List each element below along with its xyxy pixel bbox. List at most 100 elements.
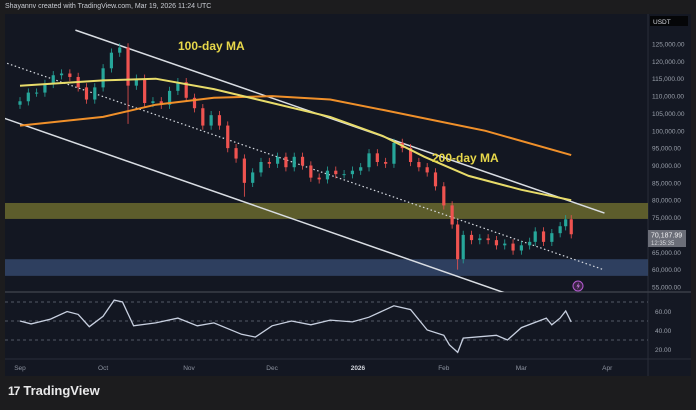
candle: [18, 101, 22, 105]
last-price: 70,187.99: [651, 233, 682, 240]
candle: [51, 75, 55, 84]
candle: [550, 233, 554, 242]
time-tick: Nov: [183, 365, 195, 372]
candle: [433, 172, 438, 187]
plot-background: [5, 14, 648, 376]
candle: [209, 115, 213, 126]
candle: [226, 125, 230, 149]
candle: [84, 87, 89, 100]
price-axis[interactable]: [648, 14, 691, 376]
rsi-tick: 60.00: [655, 309, 672, 316]
candle: [425, 167, 429, 173]
alert-lightning-icon[interactable]: [572, 280, 584, 292]
time-tick: Mar: [516, 365, 528, 372]
rsi-tick: 40.00: [655, 328, 672, 335]
candle: [59, 73, 64, 76]
candle: [300, 156, 305, 166]
candle: [503, 243, 507, 246]
candle: [317, 177, 321, 180]
candle: [267, 162, 271, 164]
price-tick: 75,000.00: [652, 215, 681, 222]
price-tick: 65,000.00: [652, 250, 681, 257]
brand-name: TradingView: [23, 383, 100, 398]
candle: [167, 90, 172, 105]
support-zone: [5, 259, 648, 276]
time-tick: Sep: [14, 365, 26, 372]
candle: [101, 68, 105, 88]
resistance-zone: [5, 202, 648, 219]
candle: [109, 52, 114, 69]
channel-upper-line: [75, 29, 605, 214]
price-tick: 105,000.00: [652, 111, 685, 118]
candle: [375, 153, 379, 163]
channel-lower-line: [5, 117, 505, 292]
price-tick: 100,000.00: [652, 128, 685, 135]
candle: [367, 153, 371, 168]
currency-badge: [650, 16, 688, 26]
candle: [334, 170, 338, 175]
price-tick: 110,000.00: [652, 94, 684, 101]
candle: [494, 240, 499, 246]
candle: [309, 165, 313, 178]
currency-label: USDT: [653, 19, 671, 26]
countdown: 12:35:35: [651, 241, 675, 247]
candle: [528, 241, 532, 246]
candle: [450, 205, 454, 225]
candle: [456, 224, 460, 260]
candle: [384, 162, 388, 164]
candle: [292, 156, 296, 168]
time-tick: Dec: [266, 365, 278, 372]
candle: [569, 219, 573, 235]
rsi-tick: 20.00: [655, 347, 672, 354]
candle: [541, 231, 546, 242]
candle: [93, 87, 97, 100]
candle: [134, 78, 138, 86]
candle: [342, 174, 346, 176]
candle: [558, 226, 562, 234]
time-tick: 2026: [351, 365, 366, 372]
candle: [442, 186, 446, 206]
candle: [251, 172, 255, 183]
candle: [143, 78, 147, 104]
tradingview-logo[interactable]: 17 TradingView: [8, 383, 100, 398]
price-tick: 80,000.00: [652, 198, 681, 205]
price-tick: 55,000.00: [652, 284, 681, 291]
candle: [511, 243, 515, 251]
candle: [359, 167, 363, 171]
candle: [43, 83, 47, 93]
price-tick: 125,000.00: [652, 42, 685, 49]
candle: [392, 142, 396, 164]
candle: [486, 238, 490, 241]
candle: [68, 73, 72, 77]
price-tick: 85,000.00: [652, 180, 681, 187]
candle: [217, 115, 222, 126]
candle: [176, 82, 180, 91]
price-tick: 115,000.00: [652, 76, 684, 83]
time-tick: Feb: [438, 365, 450, 372]
rsi-line: [19, 299, 572, 354]
ma100-label: 100-day MA: [178, 39, 245, 53]
tradingview-logo-icon: 17: [8, 383, 20, 398]
candle: [159, 101, 163, 105]
candle: [461, 234, 465, 260]
candle: [284, 156, 288, 168]
chart-credit: Shayannv created with TradingView.com, M…: [5, 3, 212, 10]
ma100-line: [19, 77, 572, 202]
candle: [533, 231, 537, 242]
candle: [118, 47, 122, 53]
candle: [417, 162, 421, 168]
candle: [35, 92, 39, 94]
candle: [350, 170, 354, 175]
candle: [469, 234, 474, 241]
price-tick: 90,000.00: [652, 163, 681, 170]
candle: [126, 47, 130, 86]
time-tick: Oct: [98, 365, 108, 372]
candle: [478, 238, 482, 241]
candle: [276, 156, 280, 164]
time-tick: Apr: [602, 365, 613, 372]
candle: [184, 82, 188, 98]
price-tick: 60,000.00: [652, 267, 681, 274]
candle: [564, 219, 568, 227]
candle: [325, 170, 330, 180]
